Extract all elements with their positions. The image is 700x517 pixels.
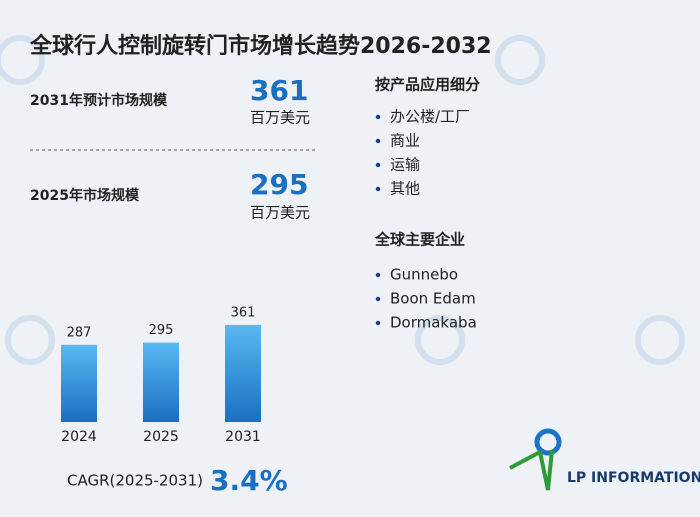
bullet [375, 114, 381, 120]
stat-label: 2025年市场规模 [30, 187, 140, 204]
list-item: 其他 [390, 180, 420, 198]
logo-icon [509, 448, 554, 491]
stat-value: 295 [250, 168, 308, 201]
list-item: Boon Edam [390, 290, 476, 308]
logo: LP INFORMATION [509, 428, 700, 491]
x-tick-label: 2025 [143, 429, 179, 445]
list-item: 办公楼/工厂 [390, 108, 470, 126]
bullet [375, 272, 381, 278]
watermark [0, 35, 685, 365]
segments-title: 按产品应用细分 [375, 76, 480, 94]
title: 全球行人控制旋转门市场增长趋势2026-2032 [29, 33, 492, 59]
bar [143, 342, 179, 422]
data-label: 361 [231, 305, 256, 320]
bullet [375, 320, 381, 326]
stat-label: 2031年预计市场规模 [30, 92, 168, 109]
bullet [375, 138, 381, 144]
list-item: 运输 [390, 156, 420, 174]
bullet [375, 162, 381, 168]
stat-unit: 百万美元 [250, 109, 310, 127]
data-label: 287 [67, 325, 92, 340]
data-label: 295 [149, 323, 174, 338]
logo-text: LP INFORMATION [567, 470, 700, 486]
list-item: Gunnebo [390, 266, 458, 284]
cagr-value: 3.4% [210, 464, 288, 497]
x-tick-label: 2024 [61, 429, 97, 445]
logo-icon [534, 428, 562, 456]
bar [61, 344, 97, 422]
bar [225, 324, 261, 422]
cagr-label: CAGR(2025-2031) [67, 472, 203, 490]
stat-value: 361 [250, 74, 308, 107]
bullet [375, 296, 381, 302]
bullet [375, 186, 381, 192]
stat-unit: 百万美元 [250, 204, 310, 222]
companies-title: 全球主要企业 [374, 231, 465, 249]
list-item: 商业 [390, 132, 420, 150]
x-tick-label: 2031 [225, 429, 261, 445]
list-item: Dormakaba [390, 314, 477, 332]
